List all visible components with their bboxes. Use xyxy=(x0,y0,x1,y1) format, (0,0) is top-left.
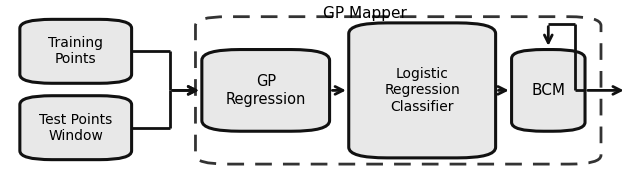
FancyBboxPatch shape xyxy=(20,96,132,160)
Text: GP
Regression: GP Regression xyxy=(225,74,306,107)
FancyBboxPatch shape xyxy=(349,23,495,158)
Text: Logistic
Regression
Classifier: Logistic Regression Classifier xyxy=(384,67,460,114)
FancyBboxPatch shape xyxy=(20,19,132,83)
Text: GP Mapper: GP Mapper xyxy=(323,6,406,21)
Text: Training
Points: Training Points xyxy=(48,36,103,66)
Text: Test Points
Window: Test Points Window xyxy=(39,113,113,143)
FancyBboxPatch shape xyxy=(511,50,585,131)
FancyBboxPatch shape xyxy=(202,50,330,131)
Text: BCM: BCM xyxy=(531,83,565,98)
